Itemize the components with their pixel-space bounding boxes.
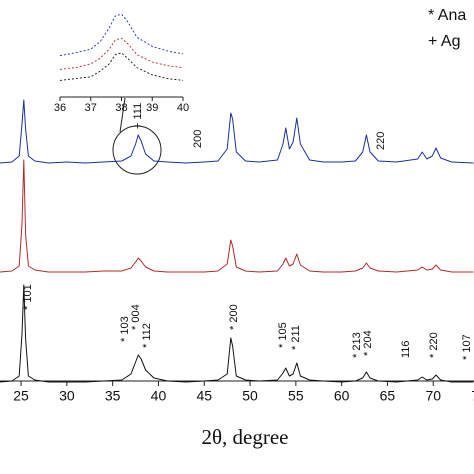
series-line [59,13,184,57]
peak-label: + 111 [132,103,144,129]
x-tick-label: 25 [13,388,29,404]
x-tick-label: 40 [177,102,189,114]
x-tick-label: 35 [105,388,121,404]
x-tick-label: 36 [54,102,66,114]
peak-label: * 103 [119,316,131,342]
x-tick-label: 30 [59,388,75,404]
peak-label: * 200 [228,304,240,330]
x-tick-label: 39 [146,102,158,114]
peak-label: * 105 [277,322,289,348]
peak-label: * 220 [428,332,440,358]
series-line [59,37,184,70]
x-tick-label: 37 [85,102,97,114]
x-tick-label: 65 [380,388,396,404]
peak-label: 116 [400,340,412,358]
peak-label: * 213 [351,332,363,358]
peak-label: * 211 [290,325,302,350]
x-tick-label: 75 [471,388,474,404]
x-axis-label: 2θ, degree [201,425,288,449]
series-line [0,284,474,383]
x-tick-label: 70 [425,388,441,404]
x-tick-label: 38 [115,102,127,114]
x-tick-label: 40 [151,388,167,404]
series-line [0,99,474,164]
x-tick-label: 50 [242,388,258,404]
zoom-connector [119,97,126,133]
peak-label: * 204 [362,330,374,356]
peak-label: * 107 [461,334,473,360]
peak-label: * 101 [22,284,34,310]
series-line [59,52,184,81]
legend-text: + Ag [428,33,460,50]
x-tick-label: 45 [196,388,212,404]
peak-label: 200 [192,130,204,148]
peak-label: 220 [375,132,387,150]
x-tick-label: 60 [334,388,350,404]
zoom-circle [112,125,162,175]
x-tick-label: 55 [288,388,304,404]
series-line [0,159,474,273]
peak-label: * 004 [130,304,142,330]
legend-text: * Ana [428,7,466,24]
peak-label: * 112 [141,323,153,348]
